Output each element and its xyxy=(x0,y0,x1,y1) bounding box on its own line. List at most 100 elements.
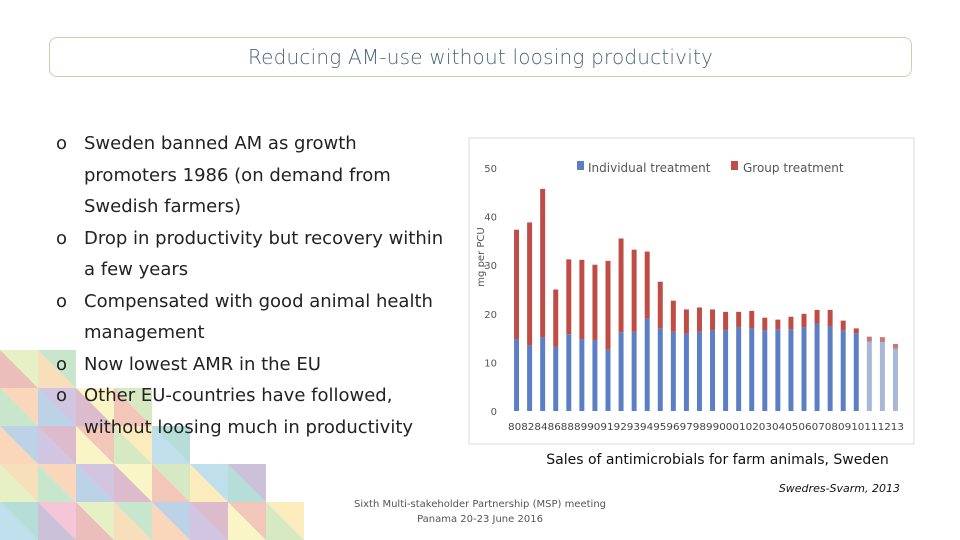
decorative-triangle xyxy=(190,502,228,540)
bar-individual-treatment xyxy=(723,330,729,411)
decorative-triangle xyxy=(152,426,190,464)
bullet-item: o Now lowest AMR in the EU xyxy=(50,349,450,381)
bullet-marker: o xyxy=(56,290,68,312)
decorative-triangle xyxy=(152,426,190,464)
footer: Sixth Multi-stakeholder Partnership (MSP… xyxy=(330,497,630,527)
bar-individual-treatment xyxy=(696,331,702,411)
decorative-triangle xyxy=(76,426,114,464)
bar-group-treatment xyxy=(644,251,650,319)
decorative-triangle xyxy=(228,502,266,540)
bar-group-treatment xyxy=(618,238,624,333)
bar-group-treatment xyxy=(814,309,820,324)
bar-group-treatment xyxy=(631,249,637,332)
decorative-triangle xyxy=(76,426,114,464)
decorative-triangle xyxy=(114,502,152,540)
bar-individual-treatment xyxy=(827,326,833,411)
legend-swatch-group xyxy=(731,161,738,170)
decorative-triangle xyxy=(76,502,114,540)
bar-individual-treatment xyxy=(762,330,768,411)
decorative-triangle xyxy=(190,464,228,502)
decorative-triangle xyxy=(38,426,76,464)
bar-individual-treatment xyxy=(736,327,742,411)
bar-individual-treatment xyxy=(840,330,846,411)
bullet-item: o Sweden banned AM as growth promoters 19… xyxy=(50,128,450,223)
bar-group-treatment xyxy=(553,289,559,347)
bar-group-treatment xyxy=(683,309,689,334)
bar-group-treatment xyxy=(853,328,859,334)
decorative-triangle xyxy=(0,464,38,502)
decorative-triangle xyxy=(0,350,38,388)
bullet-marker: o xyxy=(56,227,68,249)
bar-group-treatment xyxy=(788,316,794,330)
decorative-triangle xyxy=(152,502,190,540)
bar-group-treatment xyxy=(657,281,663,329)
decorative-triangle xyxy=(38,388,76,426)
decorative-triangle xyxy=(114,464,152,502)
decorative-triangle xyxy=(152,464,190,502)
bullet-text: Compensated with good animal health mana… xyxy=(84,290,433,344)
decorative-triangle xyxy=(76,464,114,502)
y-tick-label: 40 xyxy=(484,213,497,224)
bar-group-treatment xyxy=(592,264,598,341)
bar-individual-treatment xyxy=(879,341,885,411)
decorative-triangle xyxy=(38,426,76,464)
bar-group-treatment xyxy=(723,311,729,331)
decorative-triangle xyxy=(0,426,38,464)
bar-individual-treatment xyxy=(670,331,676,411)
decorative-triangle xyxy=(38,464,76,502)
bar-group-treatment xyxy=(579,259,585,340)
decorative-triangle xyxy=(228,502,266,540)
bar-group-treatment xyxy=(801,313,807,328)
bar-group-treatment xyxy=(527,222,533,346)
bar-individual-treatment xyxy=(775,329,781,411)
bar-individual-treatment xyxy=(527,345,533,411)
bar-individual-treatment xyxy=(592,340,598,411)
bar-group-treatment xyxy=(670,300,676,332)
y-tick-label: 0 xyxy=(491,407,497,418)
chart-caption: Sales of antimicrobials for farm animals… xyxy=(546,452,889,468)
bar-group-treatment xyxy=(879,337,885,342)
decorative-triangle xyxy=(266,502,304,540)
legend-swatch-individual xyxy=(577,161,584,170)
decorative-triangle xyxy=(0,502,38,540)
y-tick-label: 20 xyxy=(484,310,497,321)
decorative-triangle xyxy=(152,502,190,540)
bar-group-treatment xyxy=(566,259,572,335)
bar-individual-treatment xyxy=(866,341,872,411)
slide-title: Reducing AM-use without loosing producti… xyxy=(247,45,714,69)
bar-individual-treatment xyxy=(605,349,611,411)
legend-label-group: Group treatment xyxy=(743,161,844,175)
bullet-marker: o xyxy=(56,385,68,406)
decorative-triangle xyxy=(38,350,76,388)
footer-line: Sixth Multi-stakeholder Partnership (MSP… xyxy=(353,499,607,510)
decorative-triangle xyxy=(152,464,190,502)
bullet-text: Other EU-countries have followed, withou… xyxy=(84,385,414,438)
bullet-text: Sweden banned AM as growth promoters 198… xyxy=(84,133,391,217)
bar-individual-treatment xyxy=(892,348,898,411)
decorative-triangle xyxy=(0,464,38,502)
legend-label-individual: Individual treatment xyxy=(588,161,711,175)
decorative-triangle xyxy=(114,426,152,464)
decorative-triangle xyxy=(0,388,38,426)
bullet-marker: o xyxy=(56,353,68,375)
bullet-item: o Drop in productivity but recovery withi… xyxy=(50,223,450,286)
decorative-triangle xyxy=(0,350,38,388)
x-axis-tick-labels: 8082848688899091929394959697989900010203… xyxy=(508,422,904,433)
decorative-triangle xyxy=(228,464,266,502)
decorative-triangle xyxy=(266,502,304,540)
decorative-triangle xyxy=(0,388,38,426)
decorative-triangle xyxy=(114,502,152,540)
bar-individual-treatment xyxy=(814,323,820,411)
decorative-triangle xyxy=(76,464,114,502)
bar-group-treatment xyxy=(762,317,768,331)
decorative-triangle xyxy=(0,502,38,540)
bar-group-treatment xyxy=(736,311,742,328)
decorative-triangle xyxy=(38,464,76,502)
bar-individual-treatment xyxy=(631,331,637,411)
bar-individual-treatment xyxy=(853,333,859,411)
bar-group-treatment xyxy=(827,309,833,327)
chart-frame xyxy=(468,137,915,445)
bullet-list: o Sweden banned AM as growth promoters 19… xyxy=(50,128,450,443)
bar-group-treatment xyxy=(775,319,781,330)
